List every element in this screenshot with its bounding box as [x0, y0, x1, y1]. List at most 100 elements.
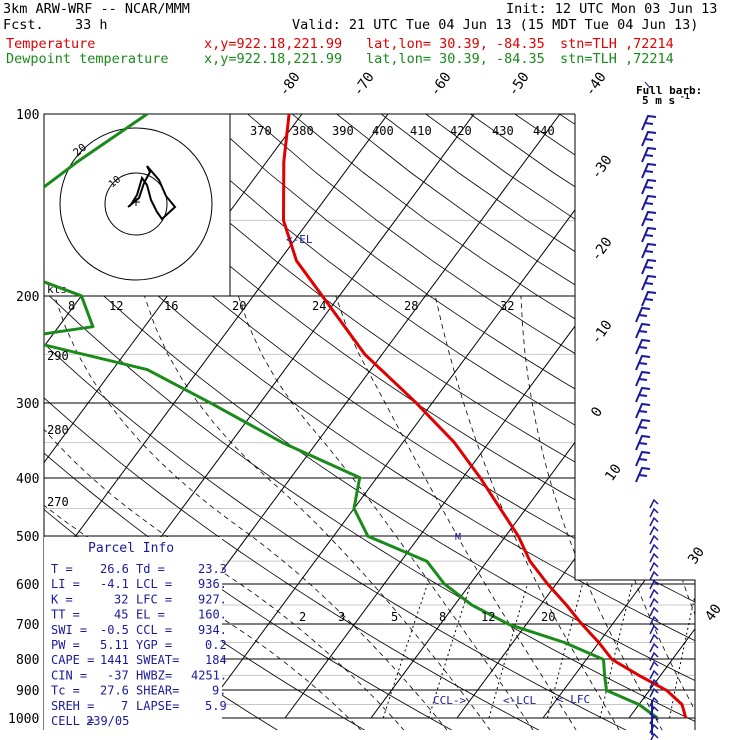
wind-barb-low	[649, 597, 659, 608]
wind-barb	[641, 242, 657, 259]
moist-adiabat	[144, 295, 491, 730]
chart-frame	[43, 113, 696, 730]
dry-adiabat	[44, 114, 695, 730]
wind-barb	[635, 418, 651, 435]
hodograph-outer-ring	[59, 127, 213, 281]
wind-barb	[635, 370, 651, 387]
sounding-profiles	[44, 114, 688, 720]
parcel-label: SREH =	[51, 699, 94, 713]
wind-barb	[635, 338, 651, 355]
parcel-value: 5.9	[205, 699, 227, 713]
wind-barb-low	[649, 651, 659, 662]
theta-label: 270	[47, 495, 69, 509]
theta-label: 280	[47, 423, 69, 437]
mixing-ratio-label: 5	[391, 610, 398, 624]
wind-barb	[641, 290, 657, 307]
dewpoint-xy: x,y=922.18,221.99	[204, 51, 343, 67]
wind-barb-low	[649, 669, 659, 680]
parcel-label: PW =	[51, 638, 80, 652]
mixing-ratio-label: 20	[541, 610, 555, 624]
parcel-label: LAPSE=	[136, 699, 179, 713]
wind-barb	[641, 146, 657, 163]
temperature-legend: Temperature	[6, 36, 96, 52]
pressure-label: 100	[16, 108, 39, 123]
parcel-label: CELL =	[51, 714, 94, 728]
pressure-label: 700	[16, 618, 39, 633]
wind-barbs: Full barb:5 m s -1	[635, 81, 702, 740]
parcel-label: CCL =	[136, 623, 172, 637]
dry-adiabat	[113, 114, 695, 730]
theta-e-label: 420	[450, 124, 472, 138]
wind-barb-low	[649, 633, 659, 644]
moist-adiabat	[54, 295, 448, 730]
wind-barb	[635, 402, 651, 419]
wind-barb-low	[649, 660, 659, 671]
isotherm-label: -40	[582, 69, 610, 99]
parcel-label: TT =	[51, 608, 80, 622]
pressure-label: 500	[16, 530, 39, 545]
parcel-value: 184	[205, 653, 227, 667]
dry-adiabat	[470, 114, 695, 730]
parcel-value: 9.	[212, 684, 226, 698]
mixing-ratio-line	[382, 583, 428, 719]
isotherm-line	[715, 114, 740, 718]
parcel-value: 5.11	[100, 638, 129, 652]
wind-barb-low	[649, 561, 659, 572]
parcel-mark: M	[455, 532, 461, 543]
isotherm-label: 30	[685, 544, 708, 567]
wind-barb	[641, 210, 657, 227]
isotherm-line	[284, 114, 695, 719]
moist-adiabat	[335, 295, 577, 730]
parcel-label: SWI =	[51, 623, 87, 637]
moist-adiabat	[591, 295, 695, 730]
parcel-value: 934.	[198, 623, 227, 637]
parcel-value: 23.3	[198, 562, 227, 576]
mixing-ratio-label: 8	[439, 610, 446, 624]
barb-legend-title: Full barb:	[636, 84, 702, 97]
mixing-ratio-label: 3	[338, 610, 345, 624]
init-time: Init: 12 UTC Mon 03 Jun 13	[506, 1, 718, 17]
parcel-value: -37	[107, 668, 129, 682]
parcel-value: 7	[121, 699, 128, 713]
parcel-label: CIN =	[51, 668, 87, 682]
theta-e-label: 410	[410, 124, 432, 138]
barb-legend-sample	[644, 81, 651, 89]
temperature-latlon: lat,lon= 30.39, -84.35	[366, 36, 545, 52]
parcel-value: 0.2	[205, 638, 227, 652]
parcel-value: 4251.	[191, 668, 227, 682]
isotherm-label: -60	[427, 69, 455, 99]
parcel-value: 239/05	[86, 714, 129, 728]
wind-barb-low	[649, 534, 659, 545]
pressure-label: 900	[16, 684, 39, 699]
dry-adiabat	[603, 114, 695, 730]
parcel-label: K =	[51, 592, 73, 606]
parcel-title: Parcel Info	[88, 541, 174, 556]
speed-label: 24	[312, 299, 326, 313]
wind-barb	[641, 274, 657, 291]
parcel-value: 26.6	[100, 562, 129, 576]
wind-barb	[635, 450, 651, 467]
dry-adiabat	[44, 114, 628, 730]
dry-adiabat	[44, 114, 541, 730]
parcel-value: 936.	[198, 577, 227, 591]
wind-barb-low	[649, 498, 659, 509]
ccl-marker: CCL->	[433, 694, 466, 707]
parcel-value: 927.	[198, 592, 227, 606]
parcel-label: LFC =	[136, 592, 172, 606]
parcel-label: Tc =	[51, 684, 80, 698]
dewpoint-legend: Dewpoint temperature	[6, 51, 169, 67]
moist-adiabat	[44, 295, 405, 730]
lcl-marker: <-LCL	[503, 694, 536, 707]
wind-barb	[641, 162, 657, 179]
wind-barb	[635, 386, 651, 403]
pressure-label: 1000	[8, 712, 39, 727]
wind-barb	[635, 354, 651, 371]
parcel-label: T =	[51, 562, 73, 576]
temperature-xy: x,y=922.18,221.99	[204, 36, 343, 52]
wind-barb	[641, 194, 657, 211]
isotherm-line	[44, 114, 389, 719]
mixing-ratio-label: 2	[299, 610, 306, 624]
parcel-label: YGP =	[136, 638, 172, 652]
